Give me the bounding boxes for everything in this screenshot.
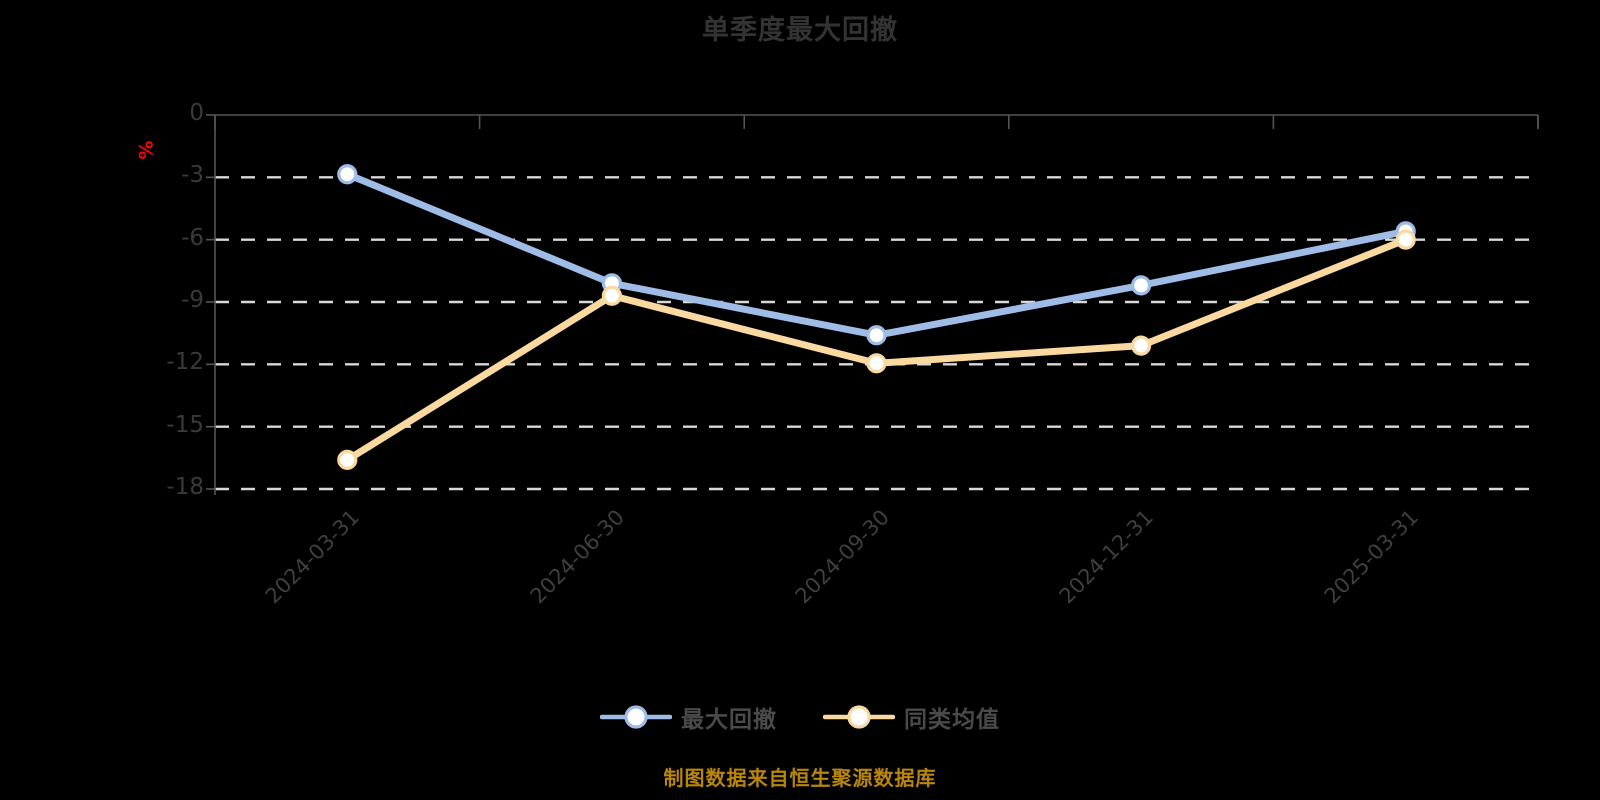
data-point-marker xyxy=(1395,229,1416,250)
axis-lines xyxy=(206,114,1539,495)
y-axis-tick-label: -18 xyxy=(166,474,204,500)
data-point-marker xyxy=(866,325,887,346)
y-axis-tick-label: -15 xyxy=(166,411,204,438)
legend-label: 同类均值 xyxy=(904,707,1000,733)
chart-legend: 最大回撤 同类均值 xyxy=(0,700,1600,734)
data-point-marker xyxy=(337,164,358,185)
data-point-marker xyxy=(866,353,887,374)
data-point-marker xyxy=(337,449,358,471)
legend-marker-icon xyxy=(823,705,895,729)
legend-item[interactable]: 最大回撤 xyxy=(600,700,777,734)
data-point-marker xyxy=(1130,275,1152,296)
legend-item[interactable]: 同类均值 xyxy=(823,700,1000,734)
legend-label: 最大回撤 xyxy=(681,707,777,733)
chart-title: 单季度最大回撤 xyxy=(702,15,898,46)
series-markers xyxy=(337,164,1416,471)
y-axis-tick-label: 0 xyxy=(189,100,204,126)
data-point-marker xyxy=(1130,335,1152,356)
legend-marker-icon xyxy=(600,705,672,729)
data-point-marker xyxy=(601,285,623,306)
y-axis-tick-label: -9 xyxy=(181,287,204,313)
footer-data-source-note: 制图数据来自恒生聚源数据库 xyxy=(663,766,937,788)
y-axis-unit-label: % xyxy=(135,140,158,160)
series-lines xyxy=(343,170,1410,464)
y-axis-tick-label: -6 xyxy=(181,224,204,251)
y-axis-tick-label: -12 xyxy=(166,349,204,376)
y-axis-tick-label: -3 xyxy=(181,162,204,189)
